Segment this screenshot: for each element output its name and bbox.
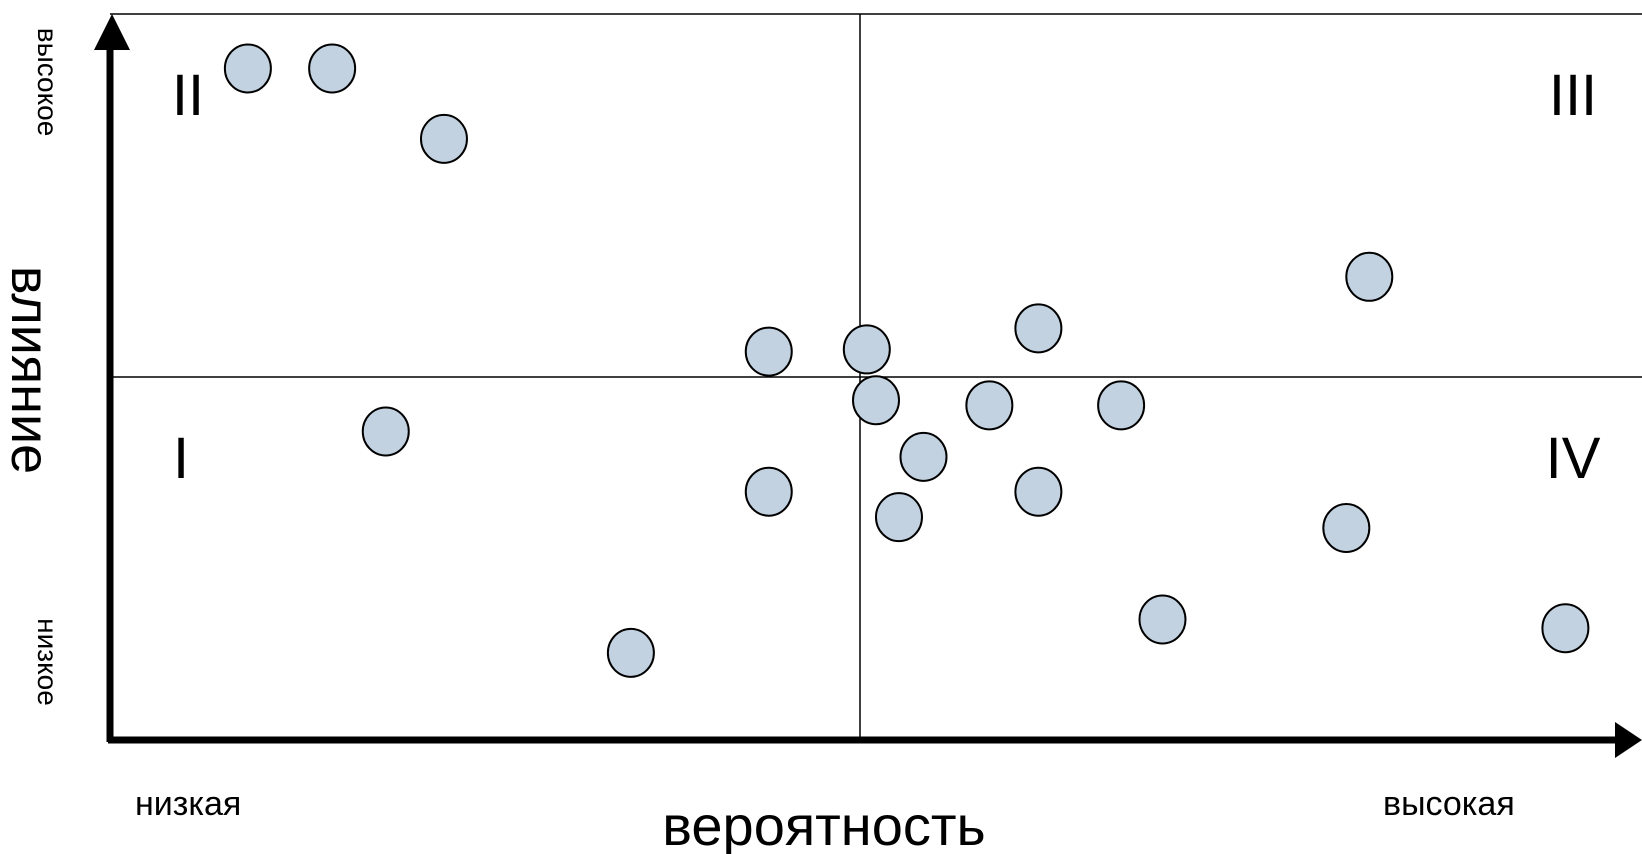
data-point-11 (899, 431, 948, 482)
data-point-13 (1014, 303, 1063, 354)
x-axis-arrowhead (1615, 722, 1642, 758)
data-point-12 (965, 380, 1014, 431)
data-point-2 (308, 43, 357, 94)
x-axis-title: вероятность (662, 794, 985, 854)
quadrant-label-iii: III (1549, 63, 1597, 128)
data-point-1 (223, 43, 272, 94)
y-axis-arrowhead (94, 14, 130, 50)
quadrant-label-ii: II (172, 63, 204, 128)
data-point-16 (1138, 594, 1187, 645)
x-axis-low-label: низкая (135, 785, 241, 823)
data-point-5 (606, 627, 655, 678)
y-axis-title: влияние (0, 266, 60, 474)
data-point-10 (874, 492, 923, 543)
data-point-4 (361, 406, 410, 457)
data-point-19 (1541, 603, 1590, 654)
data-point-9 (852, 375, 900, 426)
data-point-3 (419, 113, 468, 164)
x-axis-high-label: высокая (1383, 785, 1515, 823)
y-axis-low-label: низкое (32, 618, 63, 706)
data-point-15 (1097, 380, 1146, 431)
data-point-14 (1014, 466, 1063, 517)
points-group (223, 43, 1590, 678)
data-point-8 (842, 324, 891, 375)
data-point-6 (744, 326, 793, 377)
data-point-7 (744, 466, 793, 517)
data-point-17 (1345, 251, 1394, 302)
y-axis-high-label: высокое (32, 28, 63, 137)
quadrant-label-i: I (173, 426, 189, 491)
data-point-18 (1322, 503, 1371, 554)
quadrant-label-iv: IV (1546, 426, 1601, 491)
